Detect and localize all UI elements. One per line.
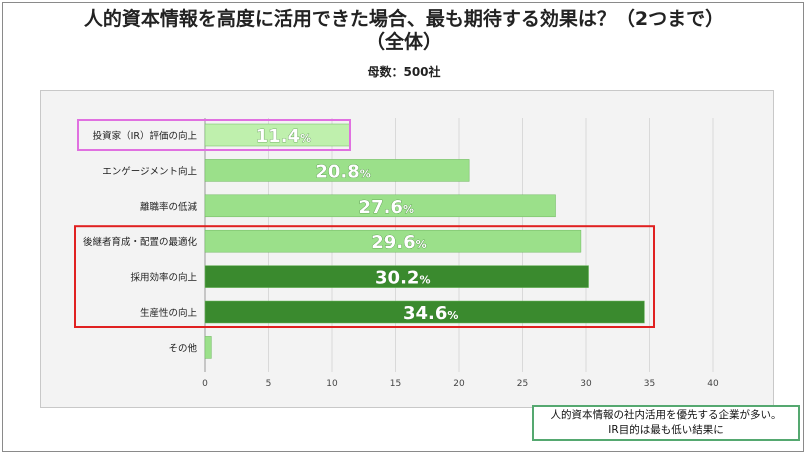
bar: [204, 300, 645, 324]
note-line-2: IR目的は最も低い結果に: [608, 424, 724, 436]
data-label: 29.6%: [371, 232, 426, 253]
category-label: 生産性の向上: [140, 307, 198, 319]
data-label: 34.6%: [403, 303, 458, 324]
category-label: 離職率の低減: [140, 201, 198, 213]
data-label: 20.8%: [315, 161, 370, 182]
data-label: 27.6%: [359, 197, 414, 218]
x-tick-label: 5: [266, 379, 272, 389]
chart-subtitle: 母数：500社: [367, 65, 441, 79]
x-tick-label: 35: [644, 379, 655, 389]
title-line-1: 人的資本情報を高度に活用できた場合、最も期待する効果は？（2つまで）: [83, 8, 725, 30]
data-label: 30.2%: [375, 268, 430, 289]
bar: [204, 159, 470, 182]
x-tick-label: 0: [202, 379, 208, 389]
x-tick-label: 25: [517, 379, 528, 389]
x-tick-label: 20: [453, 379, 465, 389]
category-label: 後継者育成・配置の最適化: [83, 236, 198, 248]
bar: [204, 229, 582, 253]
annotation-note: 人的資本情報の社内活用を優先する企業が多い。 IR目的は最も低い結果に: [532, 405, 800, 441]
category-label: 採用効率の向上: [130, 272, 197, 284]
x-tick-label: 10: [326, 379, 338, 389]
chart-title: 人的資本情報を高度に活用できた場合、最も期待する効果は？（2つまで） （全体）: [0, 8, 808, 54]
bar: [204, 194, 556, 218]
x-tick-label: 40: [707, 379, 719, 389]
bar: [204, 336, 212, 359]
data-label: 11.4%: [256, 126, 311, 147]
highlight-box-pink: [77, 119, 351, 151]
x-tick-label: 30: [580, 379, 592, 389]
highlight-box-red: [74, 225, 655, 328]
bar: [204, 265, 589, 288]
x-tick-label: 15: [390, 379, 401, 389]
note-line-1: 人的資本情報の社内活用を優先する企業が多い。: [550, 409, 782, 421]
category-label: 投資家（IR）評価の向上: [93, 130, 198, 142]
category-label: エンゲージメント向上: [102, 165, 197, 177]
category-label: その他: [168, 342, 197, 354]
title-line-2: （全体）: [365, 31, 442, 53]
